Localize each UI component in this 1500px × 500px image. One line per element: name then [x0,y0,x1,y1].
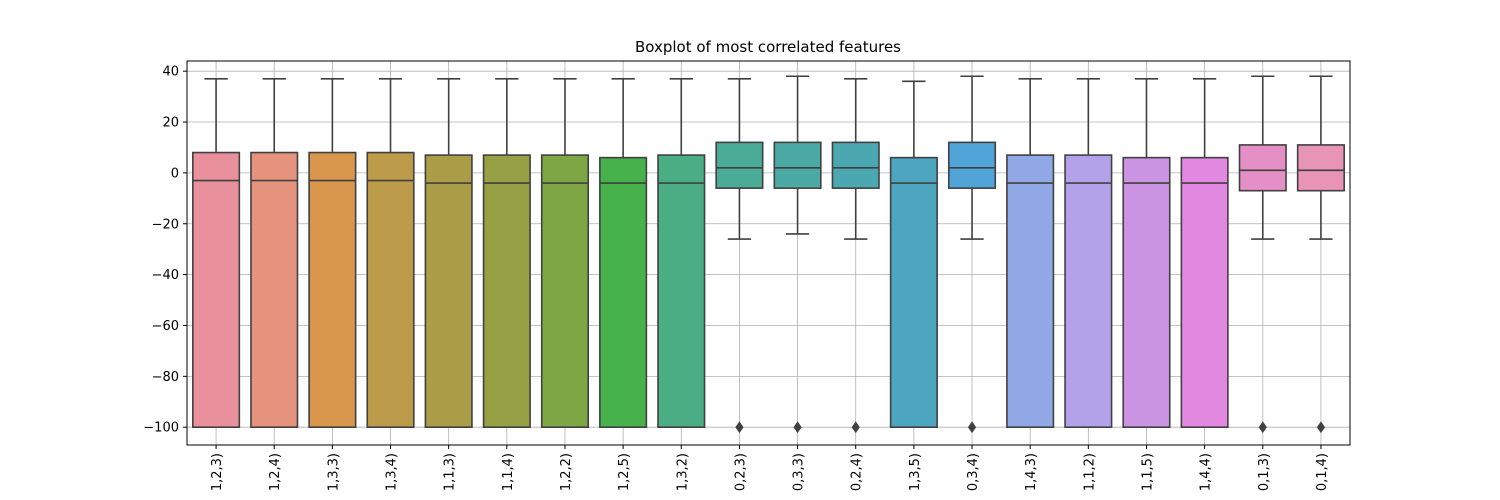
x-tick-label: 0,1,4) [1315,453,1330,491]
outlier-marker [1258,421,1267,434]
box-iqr [1122,156,1171,428]
box-iqr [599,156,648,428]
box-iqr [773,141,822,189]
box-group [831,78,880,434]
box-group [424,78,473,428]
box-iqr [1180,156,1229,428]
box-group [482,78,531,428]
x-tick-label: 1,1,2) [1082,453,1097,491]
box-iqr [1296,144,1345,192]
x-tick-label: 1,1,5) [1140,453,1155,491]
box-group [1180,78,1229,428]
x-tick-label: 0,2,3) [733,453,748,491]
box-iqr [947,141,997,189]
x-tick-label: 0,3,3) [792,453,807,491]
plot-frame [186,60,1351,446]
box-iqr [715,141,764,189]
box-group [599,78,648,428]
box-iqr [657,154,706,428]
box-group [657,78,706,428]
outlier-marker [967,421,977,434]
outlier-marker [735,421,744,434]
chart-title: Boxplot of most correlated features [635,38,901,56]
y-tick-label: −100 [143,421,179,436]
box-iqr [1006,154,1055,428]
outlier-marker [1316,421,1326,434]
x-tick-label: 1,3,4) [385,453,400,491]
box-iqr [250,151,299,428]
x-tick-label: 1,3,5) [908,453,923,491]
box-iqr [192,151,241,428]
box-group [947,75,997,434]
box-iqr [482,154,531,428]
x-tick-label: 1,2,3) [210,453,225,491]
box-group [366,78,415,428]
box-iqr [424,154,473,428]
box-group [1006,78,1055,428]
box-iqr [1064,154,1113,428]
box-group [889,80,938,428]
y-tick-label: −60 [152,319,179,334]
box-iqr [831,141,880,189]
y-tick-label: −40 [152,268,179,283]
y-tick-label: 20 [162,116,179,131]
box-group [1238,75,1287,434]
box-iqr [1238,144,1287,192]
box-iqr [540,154,590,428]
x-tick-label: 1,3,3) [326,453,341,491]
box-group [715,78,764,434]
x-tick-label: 0,1,3) [1257,453,1272,491]
box-layer [192,75,1345,434]
box-group [1064,78,1113,428]
x-tick-label: 1,2,5) [617,453,632,491]
x-tick-label: 0,3,4) [966,453,981,491]
y-tick-label: 40 [162,65,179,80]
box-group [773,75,822,434]
x-tick-label: 1,1,4) [501,453,516,491]
x-tick-label: 1,1,3) [443,453,458,491]
y-tick-label: −20 [152,217,179,232]
x-tick-label: 1,4,4) [1199,453,1214,491]
box-group [192,78,241,428]
outlier-marker [851,421,860,434]
x-tick-label: 1,4,3) [1024,453,1039,491]
x-tick-label: 1,2,4) [268,453,283,491]
y-tick-label: 0 [171,166,179,181]
box-iqr [308,151,357,428]
x-tick-label: 1,3,2) [675,453,690,491]
box-iqr [366,151,415,428]
outlier-marker [793,421,802,434]
box-group [250,78,299,428]
y-tick-label: −80 [152,370,179,385]
box-iqr [889,156,938,428]
box-group [540,78,590,428]
axis-layer: 40 20 0 −20 −40 −60 −80 −100 1,2,3) 1,2,4) 1,3,3) 1… [143,65,1330,491]
box-group [308,78,357,428]
box-group [1296,75,1345,434]
box-group [1122,78,1171,428]
x-tick-label: 0,2,4) [850,453,865,491]
x-tick-label: 1,2,2) [559,453,574,491]
